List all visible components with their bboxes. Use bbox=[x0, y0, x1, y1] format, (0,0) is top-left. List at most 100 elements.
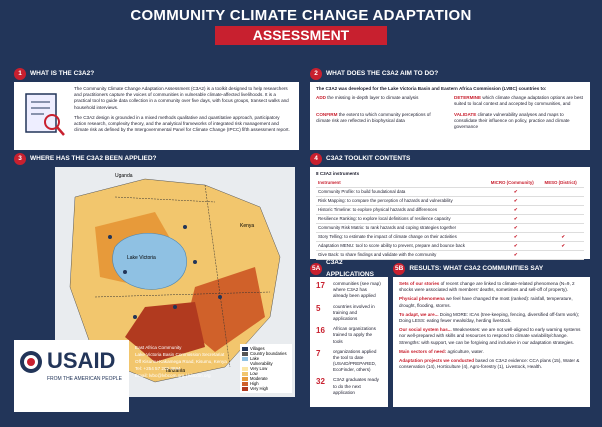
legend-swatch bbox=[242, 351, 248, 356]
intro: The C3A2 was developed for the Lake Vict… bbox=[316, 86, 547, 91]
section-header: 5A C3A2 APPLICATIONS bbox=[310, 259, 388, 278]
section-body: The Community Climate Change Adaptation … bbox=[14, 82, 299, 150]
result-text: Weaknesses: we are not well-aligned to e… bbox=[399, 327, 581, 345]
instrument: Community Profile: to build foundational… bbox=[316, 187, 489, 198]
column-header: MESO (District) bbox=[542, 179, 584, 189]
legend-item: Lake bbox=[242, 356, 290, 361]
check-cell: ✔ bbox=[488, 241, 543, 251]
legend-item: Very Low bbox=[242, 366, 290, 371]
seal bbox=[20, 351, 42, 373]
map-label: Tanzania bbox=[165, 368, 185, 374]
application-text: organizations applied the tool to date (… bbox=[333, 348, 377, 373]
section-body: 8 C3A2 instruments Instrument MICRO (Comm… bbox=[310, 167, 590, 260]
section-number: 2 bbox=[310, 68, 322, 80]
legend-item: Moderate bbox=[242, 376, 290, 381]
check-cell bbox=[542, 214, 584, 224]
application-text: C3A2 graduates ready to do the next appl… bbox=[333, 377, 379, 395]
section-title: WHAT DOES THE C3A2 AIM TO DO? bbox=[326, 70, 439, 77]
result-text: based on C3A2 evidence: CCA plans (15), … bbox=[399, 357, 580, 370]
result: Our social system has... Weaknesses: we … bbox=[399, 327, 584, 346]
section-header: 2 WHAT DOES THE C3A2 AIM TO DO? bbox=[310, 68, 590, 80]
instrument: Adaptation MENU: tool to score ability t… bbox=[316, 241, 489, 251]
legend-swatch bbox=[242, 386, 248, 391]
section-number: 5B bbox=[393, 263, 406, 275]
legend-label: Villages bbox=[250, 346, 265, 351]
section-number: 1 bbox=[14, 68, 26, 80]
result-lead: Adaptation projects we conducted bbox=[399, 357, 475, 363]
column-header: Instrument bbox=[316, 179, 489, 189]
legend-item: Low bbox=[242, 371, 290, 376]
section-title: WHERE HAS THE C3A2 BEEN APPLIED? bbox=[30, 155, 157, 162]
section-title: C3A2 APPLICATIONS bbox=[326, 259, 374, 278]
section-number: 5A bbox=[310, 263, 322, 275]
contact: East Africa Community Lake Victoria Basin… bbox=[135, 345, 295, 379]
figure: 32 bbox=[316, 377, 325, 387]
result-lead: Main sectors of need: bbox=[399, 348, 447, 354]
section-body: The C3A2 was developed for the Lake Vict… bbox=[310, 82, 590, 150]
instrument: Historic Timeline: to explore physical h… bbox=[316, 205, 489, 215]
legend-swatch bbox=[242, 381, 248, 386]
boundary bbox=[94, 184, 271, 368]
result-text: agriculture, water. bbox=[447, 348, 484, 354]
contact-line: Off Kisumu-Kakamega Road, Kisumu, Kenya bbox=[135, 358, 227, 364]
lake bbox=[112, 233, 187, 290]
legend-swatch bbox=[242, 371, 248, 376]
check-cell: ✔ bbox=[488, 205, 543, 215]
table-row: Story Telling: to estimate the impact of… bbox=[316, 232, 584, 242]
aim-verb: DETERMINE bbox=[454, 95, 482, 101]
legend-swatch bbox=[242, 376, 248, 381]
map-legend: Villages Country boundaries Lake Vulnerabil… bbox=[240, 344, 292, 393]
table-row: Community Profile: to build foundational… bbox=[316, 187, 584, 198]
logo-tagline: FROM THE AMERICAN PEOPLE bbox=[47, 376, 122, 382]
check-cell: ✔ bbox=[488, 214, 543, 224]
paragraph: The C3A2 design is grounded in a mixed m… bbox=[74, 114, 290, 133]
application-text: countries involved in training and appli… bbox=[333, 303, 375, 321]
legend-label: Very Low bbox=[250, 366, 268, 371]
result: To adapt, we are... Doing MORE: ICAs (tr… bbox=[399, 312, 584, 324]
legend-swatch bbox=[242, 366, 248, 371]
legend-item: Very High bbox=[242, 386, 290, 391]
section-header: 3 WHERE HAS THE C3A2 BEEN APPLIED? bbox=[14, 153, 299, 165]
aim-item: CONFIRM the extent to which community pe… bbox=[316, 112, 446, 131]
icon bbox=[25, 93, 65, 136]
table-row: Adaptation MENU: tool to score ability t… bbox=[316, 241, 584, 251]
figure: 16 bbox=[316, 326, 325, 336]
legend-label: Moderate bbox=[250, 376, 268, 381]
villages bbox=[108, 225, 222, 319]
legend-label: Lake bbox=[250, 356, 260, 361]
aim-item: ADD the missing in-depth layer to climat… bbox=[316, 95, 446, 107]
table-row: Give Back: to share findings and validat… bbox=[316, 250, 584, 260]
instrument: Risk Mapping: to compare the perception … bbox=[316, 196, 489, 206]
legend-label: Country boundaries bbox=[250, 351, 287, 356]
legend-swatch bbox=[242, 356, 248, 361]
instrument: Resilience Ranking: to explore local def… bbox=[316, 214, 489, 224]
application: 7 organizations applied the tool to date … bbox=[316, 349, 382, 374]
toolkit-table: Instrument MICRO (Community) MESO (Distric… bbox=[316, 179, 584, 260]
legend-item: Vulnerability bbox=[242, 361, 290, 366]
check-cell: ✔ bbox=[488, 223, 543, 233]
check-cell: ✔ bbox=[488, 187, 543, 198]
aim-text: the missing in-depth layer to climate an… bbox=[327, 95, 419, 101]
aim-verb: ADD bbox=[316, 95, 326, 101]
table-row: Risk Mapping: to compare the perception … bbox=[316, 196, 584, 206]
result: Physical phenomena we feel have changed … bbox=[399, 296, 584, 308]
column-header: MICRO (Community) bbox=[488, 179, 543, 189]
subtitle-banner: ASSESSMENT bbox=[215, 26, 387, 45]
aim-verb: CONFIRM bbox=[316, 111, 338, 117]
check-cell bbox=[542, 205, 584, 215]
legend-item: Country boundaries bbox=[242, 351, 290, 356]
section-title: C3A2 TOOLKIT CONTENTS bbox=[326, 155, 411, 162]
map-label: Kenya bbox=[240, 223, 254, 229]
figure: 7 bbox=[316, 348, 321, 358]
instrument: Community Risk Matrix: to rank hazards a… bbox=[316, 223, 489, 233]
result-text: of recent change are linked to climate-r… bbox=[399, 281, 575, 293]
aim-text: climate vulnerability analyses and maps … bbox=[454, 111, 570, 129]
check-cell: ✔ bbox=[488, 196, 543, 206]
application-text: communities (see map) where C3A2 has alr… bbox=[333, 281, 381, 299]
section-body: Sets of our stories of recent change are… bbox=[393, 277, 590, 407]
contact-line: Tel: +254 57 202 3894 bbox=[135, 365, 181, 371]
result-text: we feel have changed the most (ranked): … bbox=[399, 296, 573, 308]
table-row: Resilience Ranking: to explore local def… bbox=[316, 214, 584, 224]
result: Sets of our stories of recent change are… bbox=[399, 281, 584, 293]
